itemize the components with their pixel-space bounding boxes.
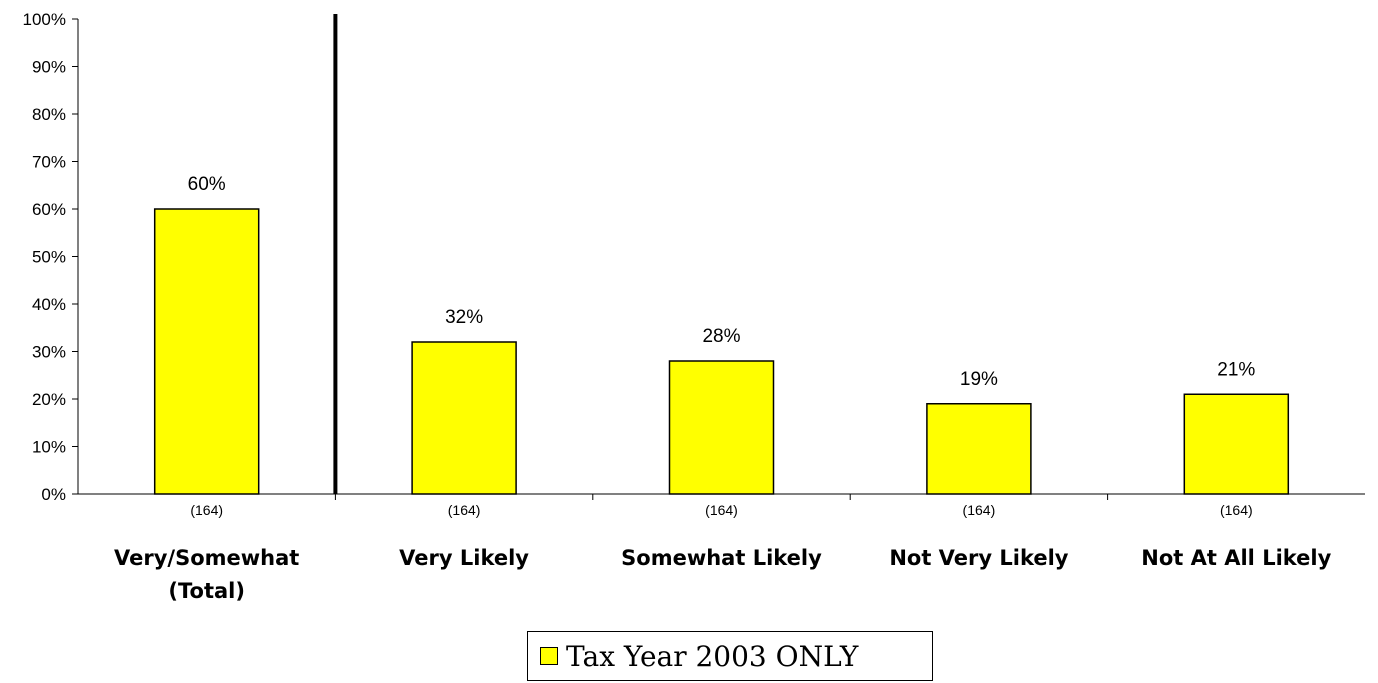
data-labels: 60% (164) 32% (164) 28% (164) 19% (164) 21% (164) bbox=[188, 174, 1256, 518]
category-labels: Very/Somewhat (Total) Very Likely Somewhat … bbox=[114, 546, 1332, 603]
category-label: (Total) bbox=[168, 579, 245, 603]
y-tick-label: 10% bbox=[32, 438, 66, 457]
data-label: 19% bbox=[960, 369, 998, 390]
bar bbox=[411, 341, 517, 495]
y-tick-label: 50% bbox=[32, 248, 66, 267]
bar bbox=[926, 403, 1032, 495]
y-tick-label: 80% bbox=[32, 105, 66, 124]
bars bbox=[153, 208, 1290, 495]
sample-size-label: (164) bbox=[1220, 502, 1253, 518]
y-tick-label: 40% bbox=[32, 295, 66, 314]
y-axis: 0% 10% 20% 30% 40% 50% 60% 70% 80% 90% 100% bbox=[23, 10, 79, 504]
category-label: Somewhat Likely bbox=[621, 546, 822, 570]
category-label: Not Very Likely bbox=[889, 546, 1068, 570]
bar bbox=[1183, 393, 1290, 495]
y-tick-label: 30% bbox=[32, 343, 66, 362]
bar bbox=[153, 208, 260, 495]
legend: Tax Year 2003 ONLY bbox=[527, 631, 933, 681]
sample-size-label: (164) bbox=[448, 502, 481, 518]
data-label: 21% bbox=[1217, 359, 1255, 380]
y-tick-label: 90% bbox=[32, 58, 66, 77]
legend-label: Tax Year 2003 ONLY bbox=[566, 639, 859, 673]
y-tick-label: 70% bbox=[32, 153, 66, 172]
category-label: Not At All Likely bbox=[1141, 546, 1331, 570]
y-tick-label: 20% bbox=[32, 390, 66, 409]
sample-size-label: (164) bbox=[963, 502, 996, 518]
category-label: Very/Somewhat bbox=[114, 546, 299, 570]
data-label: 60% bbox=[188, 174, 226, 195]
bar bbox=[668, 360, 775, 495]
y-tick-label: 0% bbox=[41, 485, 66, 504]
category-label: Very Likely bbox=[399, 546, 529, 570]
sample-size-label: (164) bbox=[190, 502, 223, 518]
legend-swatch bbox=[540, 647, 558, 665]
y-tick-label: 100% bbox=[23, 10, 66, 29]
y-tick-label: 60% bbox=[32, 200, 66, 219]
data-label: 28% bbox=[702, 326, 740, 347]
sample-size-label: (164) bbox=[705, 502, 738, 518]
data-label: 32% bbox=[445, 307, 483, 328]
